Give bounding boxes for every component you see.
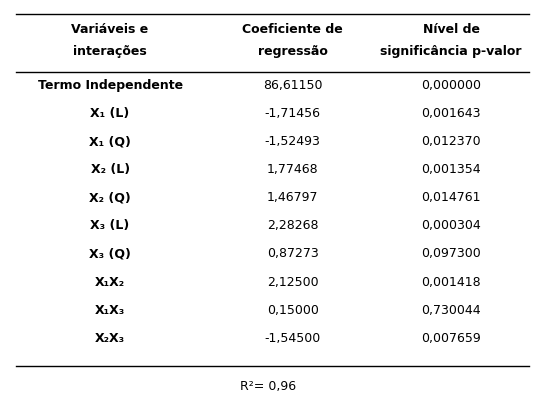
Text: X₁ (L): X₁ (L): [90, 108, 130, 120]
Text: regressão: regressão: [258, 45, 328, 58]
Text: Variáveis e: Variáveis e: [71, 23, 149, 36]
Text: 0,001643: 0,001643: [422, 108, 481, 120]
Text: interações: interações: [73, 45, 147, 58]
Text: 0,012370: 0,012370: [421, 135, 481, 148]
Text: X₃ (Q): X₃ (Q): [89, 247, 131, 261]
Text: Nível de: Nível de: [423, 23, 480, 36]
Text: -1,54500: -1,54500: [265, 332, 321, 344]
Text: 0,001418: 0,001418: [421, 276, 481, 288]
Text: 1,46797: 1,46797: [267, 191, 318, 204]
Text: Termo Independente: Termo Independente: [38, 79, 183, 92]
Text: 0,014761: 0,014761: [422, 191, 481, 204]
Text: 2,28268: 2,28268: [267, 220, 318, 232]
Text: 0,87273: 0,87273: [267, 247, 318, 261]
Text: 0,730044: 0,730044: [421, 303, 481, 317]
Text: 86,61150: 86,61150: [263, 79, 322, 92]
Text: 0,001354: 0,001354: [421, 164, 481, 176]
Text: 0,000304: 0,000304: [421, 220, 481, 232]
Text: X₃ (L): X₃ (L): [90, 220, 130, 232]
Text: 0,007659: 0,007659: [421, 332, 481, 344]
Text: 2,12500: 2,12500: [267, 276, 318, 288]
Text: 1,77468: 1,77468: [267, 164, 318, 176]
Text: -1,71456: -1,71456: [265, 108, 321, 120]
Text: R²= 0,96: R²= 0,96: [241, 380, 296, 393]
Text: 0,15000: 0,15000: [267, 303, 318, 317]
Text: 0,000000: 0,000000: [421, 79, 481, 92]
Text: X₁ (Q): X₁ (Q): [89, 135, 131, 148]
Text: Coeficiente de: Coeficiente de: [242, 23, 343, 36]
Text: X₂ (L): X₂ (L): [91, 164, 129, 176]
Text: X₂ (Q): X₂ (Q): [89, 191, 131, 204]
Text: X₂X₃: X₂X₃: [95, 332, 125, 344]
Text: -1,52493: -1,52493: [265, 135, 321, 148]
Text: significância p-valor: significância p-valor: [380, 45, 522, 58]
Text: X₁X₂: X₁X₂: [95, 276, 125, 288]
Text: 0,097300: 0,097300: [421, 247, 481, 261]
Text: X₁X₃: X₁X₃: [95, 303, 125, 317]
